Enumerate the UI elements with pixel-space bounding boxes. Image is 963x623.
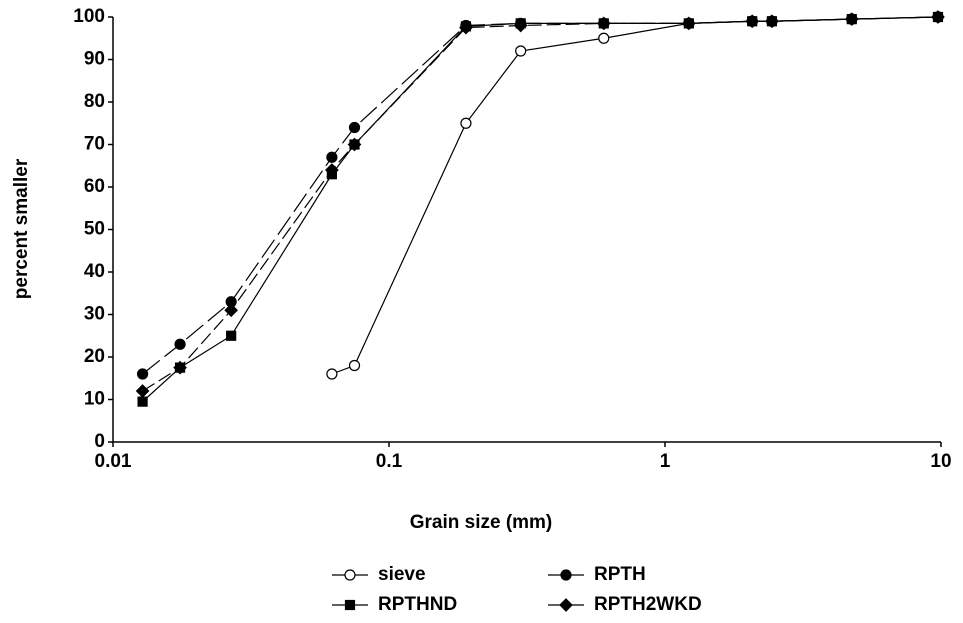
x-tick-label: 10 bbox=[930, 451, 951, 472]
marker bbox=[174, 338, 186, 350]
marker bbox=[598, 32, 610, 44]
marker bbox=[325, 163, 339, 177]
y-tick-label: 30 bbox=[84, 304, 105, 325]
x-tick-label: 0.01 bbox=[95, 451, 132, 472]
marker bbox=[765, 14, 779, 29]
marker bbox=[135, 384, 150, 398]
marker bbox=[559, 598, 573, 612]
marker bbox=[513, 18, 528, 33]
marker bbox=[560, 569, 572, 581]
marker bbox=[844, 12, 859, 26]
marker bbox=[745, 14, 760, 29]
legend-label: RPTH2WKD bbox=[594, 594, 702, 615]
marker bbox=[515, 45, 527, 57]
marker bbox=[348, 121, 361, 134]
marker bbox=[136, 368, 149, 380]
x-tick-label: 0.1 bbox=[376, 451, 403, 472]
marker bbox=[344, 599, 356, 611]
y-axis-label: percent smaller bbox=[11, 158, 32, 299]
marker bbox=[326, 151, 338, 163]
y-tick-label: 100 bbox=[73, 6, 105, 27]
marker bbox=[326, 368, 338, 380]
y-tick-label: 40 bbox=[84, 261, 105, 282]
marker bbox=[681, 16, 696, 31]
y-tick-label: 90 bbox=[84, 49, 105, 70]
marker bbox=[460, 117, 472, 129]
marker bbox=[348, 359, 361, 372]
legend-label: RPTH bbox=[594, 564, 646, 585]
x-tick-label: 1 bbox=[660, 451, 671, 472]
y-tick-label: 80 bbox=[84, 91, 105, 112]
marker bbox=[344, 569, 356, 581]
y-tick-label: 70 bbox=[84, 134, 105, 155]
marker bbox=[596, 16, 611, 31]
x-axis-label: Grain size (mm) bbox=[410, 512, 553, 533]
marker bbox=[226, 330, 237, 341]
marker bbox=[459, 20, 473, 35]
marker bbox=[173, 360, 187, 375]
legend-label: RPTHND bbox=[378, 594, 457, 615]
y-tick-label: 10 bbox=[84, 389, 105, 410]
marker bbox=[224, 303, 239, 318]
y-tick-label: 20 bbox=[84, 346, 105, 367]
y-tick-label: 60 bbox=[84, 176, 105, 197]
marker bbox=[931, 10, 945, 24]
y-tick-label: 50 bbox=[84, 219, 105, 240]
marker bbox=[137, 396, 148, 407]
legend-label: sieve bbox=[378, 564, 426, 585]
y-tick-label: 0 bbox=[94, 431, 105, 452]
marker bbox=[347, 137, 362, 152]
